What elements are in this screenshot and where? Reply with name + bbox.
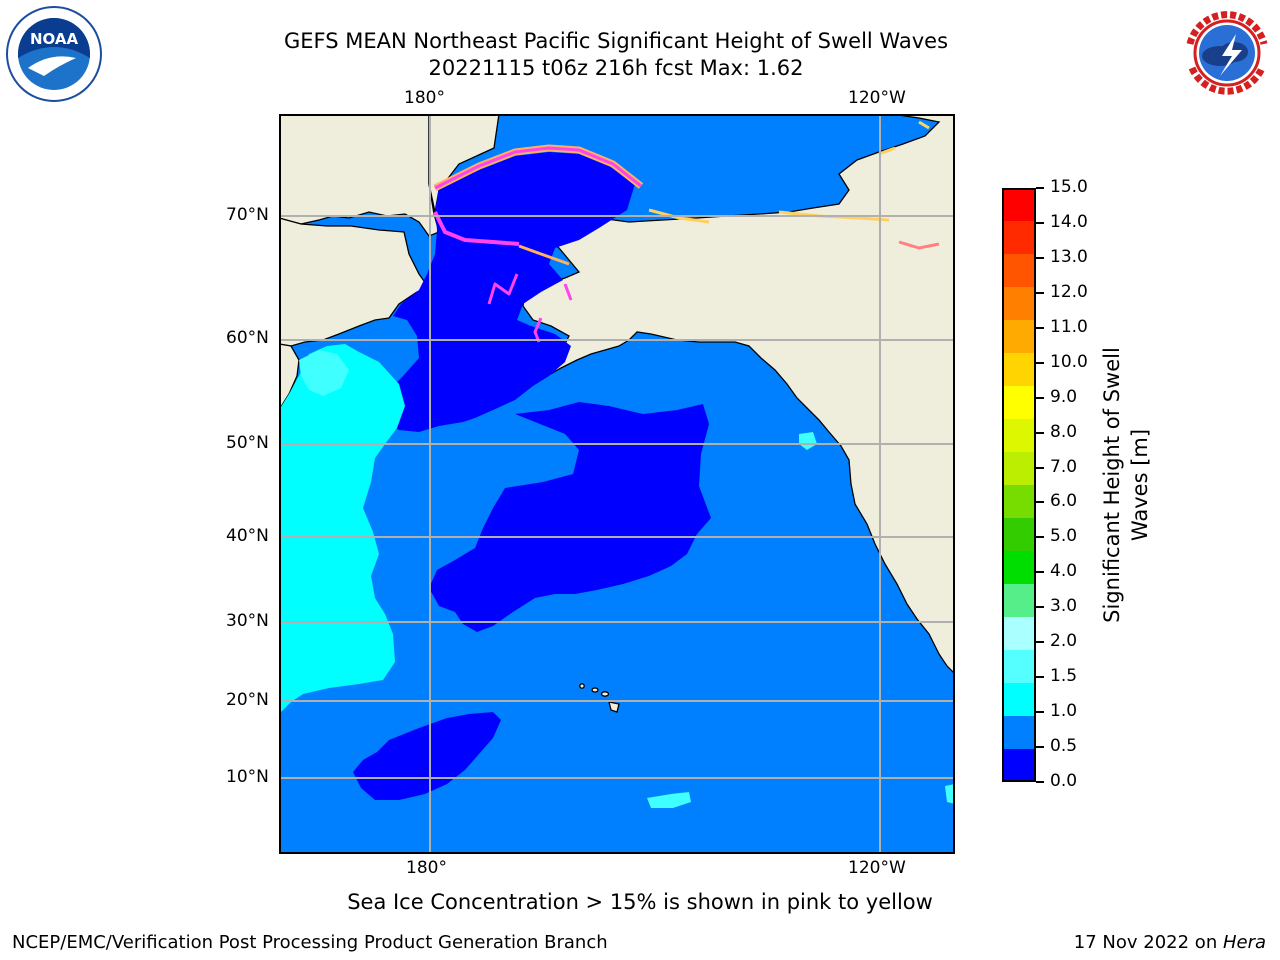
colorbar-tick-mark — [1036, 711, 1044, 714]
chart-title: GEFS MEAN Northeast Pacific Significant … — [283, 29, 949, 53]
colorbar-tick-label: 12.0 — [1050, 281, 1088, 302]
far-east-cyan-patch — [945, 784, 955, 804]
hawaii-islands — [579, 683, 620, 713]
colorbar-tick-label: 0.0 — [1050, 771, 1078, 791]
map-gridlines — [279, 114, 955, 854]
lon-tick-top-120w: 120°W — [848, 88, 906, 108]
colorbar-bin — [1002, 452, 1036, 486]
map-panel — [279, 114, 955, 854]
nws-logo-icon — [1180, 6, 1274, 100]
colorbar-tick-label: 2.0 — [1050, 631, 1078, 652]
colorbar-tick-mark — [1036, 221, 1044, 224]
west-lightcyan-swell — [299, 350, 349, 396]
colorbar-bin — [1002, 419, 1036, 453]
colorbar-tick-label: 14.0 — [1050, 211, 1088, 232]
lat-tick-40n: 40°N — [226, 526, 269, 546]
colorbar-tick-label: 11.0 — [1050, 316, 1088, 337]
colorbar-bin — [1002, 518, 1036, 552]
colorbar-tick-mark — [1036, 571, 1044, 574]
colorbar-bin — [1002, 287, 1036, 321]
map-frame — [279, 114, 955, 854]
coast-cyan-patch — [799, 432, 817, 450]
colorbar-title-line2: Waves [m] — [1128, 428, 1152, 542]
footer-date-text: 17 Nov 2022 on — [1073, 932, 1223, 953]
colorbar-tick-label: 3.0 — [1050, 596, 1078, 617]
colorbar-tick-label: 6.0 — [1050, 491, 1078, 512]
colorbar — [1002, 188, 1036, 782]
colorbar-bin — [1002, 551, 1036, 585]
footer-host: Hera — [1222, 932, 1266, 953]
chart-subtitle: 20221115 t06z 216h fcst Max: 1.62 — [428, 56, 804, 80]
colorbar-tick-mark — [1036, 536, 1044, 539]
colorbar-tick-label: 1.5 — [1050, 666, 1078, 687]
colorbar-bin — [1002, 650, 1036, 684]
colorbar-bin — [1002, 188, 1036, 222]
noaa-logo-text: NOAA — [30, 30, 79, 48]
colorbar-tick-label: 9.0 — [1050, 386, 1078, 407]
colorbar-bin — [1002, 320, 1036, 354]
lat-tick-70n: 70°N — [226, 205, 269, 225]
footer-date: 17 Nov 2022 on Hera — [1074, 932, 1266, 953]
colorbar-tick-mark — [1036, 291, 1044, 294]
colorbar-tick-label: 0.5 — [1050, 736, 1078, 757]
colorbar-tick-mark — [1036, 641, 1044, 644]
land-kamchatka — [279, 217, 431, 347]
colorbar-title-line1: Significant Height of Swell — [1100, 347, 1124, 623]
colorbar-tick-label: 7.0 — [1050, 456, 1078, 477]
colorbar-bin — [1002, 254, 1036, 288]
colorbar-tick-label: 13.0 — [1050, 246, 1088, 267]
colorbar-tick-mark — [1036, 396, 1044, 399]
colorbar-tick-label: 8.0 — [1050, 421, 1078, 442]
colorbar-tick-label: 15.0 — [1050, 177, 1088, 197]
lat-tick-50n: 50°N — [226, 433, 269, 453]
footer-credit: NCEP/EMC/Verification Post Processing Pr… — [12, 932, 608, 953]
colorbar-bin — [1002, 617, 1036, 651]
colorbar-tick-mark — [1036, 606, 1044, 609]
colorbar-tick-mark — [1036, 466, 1044, 469]
colorbar-bin — [1002, 584, 1036, 618]
colorbar-bin — [1002, 683, 1036, 717]
colorbar-title: Significant Height of Swell Waves [m] — [1098, 325, 1154, 645]
colorbar-tick-mark — [1036, 326, 1044, 329]
colorbar-tick-mark — [1036, 187, 1044, 189]
noaa-logo: NOAA — [6, 6, 102, 102]
colorbar-bin — [1002, 221, 1036, 255]
colorbar-tick-mark — [1036, 781, 1044, 783]
lat-tick-20n: 20°N — [226, 690, 269, 710]
colorbar-bin — [1002, 353, 1036, 387]
nws-logo — [1178, 4, 1276, 102]
east-cyan-patch — [647, 792, 691, 808]
sea-ice-note: Sea Ice Concentration > 15% is shown in … — [347, 890, 933, 914]
colorbar-tick-mark — [1036, 361, 1044, 364]
colorbar-tick-mark — [1036, 501, 1044, 504]
colorbar-frame — [1002, 188, 1036, 782]
colorbar-tick-label: 5.0 — [1050, 526, 1078, 547]
colorbar-bin — [1002, 485, 1036, 519]
colorbar-tick-mark — [1036, 746, 1044, 749]
colorbar-bin — [1002, 749, 1036, 782]
colorbar-bin — [1002, 716, 1036, 750]
land-kamchatka-south — [279, 343, 300, 412]
central-low-swell — [429, 402, 711, 632]
noaa-logo-icon: NOAA — [6, 6, 102, 102]
colorbar-tick-mark — [1036, 676, 1044, 679]
colorbar-tick-label: 10.0 — [1050, 351, 1088, 372]
colorbar-tick-label: 4.0 — [1050, 561, 1078, 582]
lat-tick-30n: 30°N — [226, 611, 269, 631]
lat-tick-10n: 10°N — [226, 767, 269, 787]
lon-tick-bottom-120w: 120°W — [848, 858, 906, 878]
sea-ice-edges — [433, 120, 940, 343]
lat-tick-60n: 60°N — [226, 328, 269, 348]
colorbar-tick-label: 1.0 — [1050, 701, 1078, 722]
colorbar-tick-mark — [1036, 431, 1044, 434]
colorbar-bin — [1002, 386, 1036, 420]
lon-tick-top-180: 180° — [404, 88, 445, 108]
colorbar-tick-mark — [1036, 256, 1044, 259]
lon-tick-bottom-180: 180° — [406, 858, 447, 878]
